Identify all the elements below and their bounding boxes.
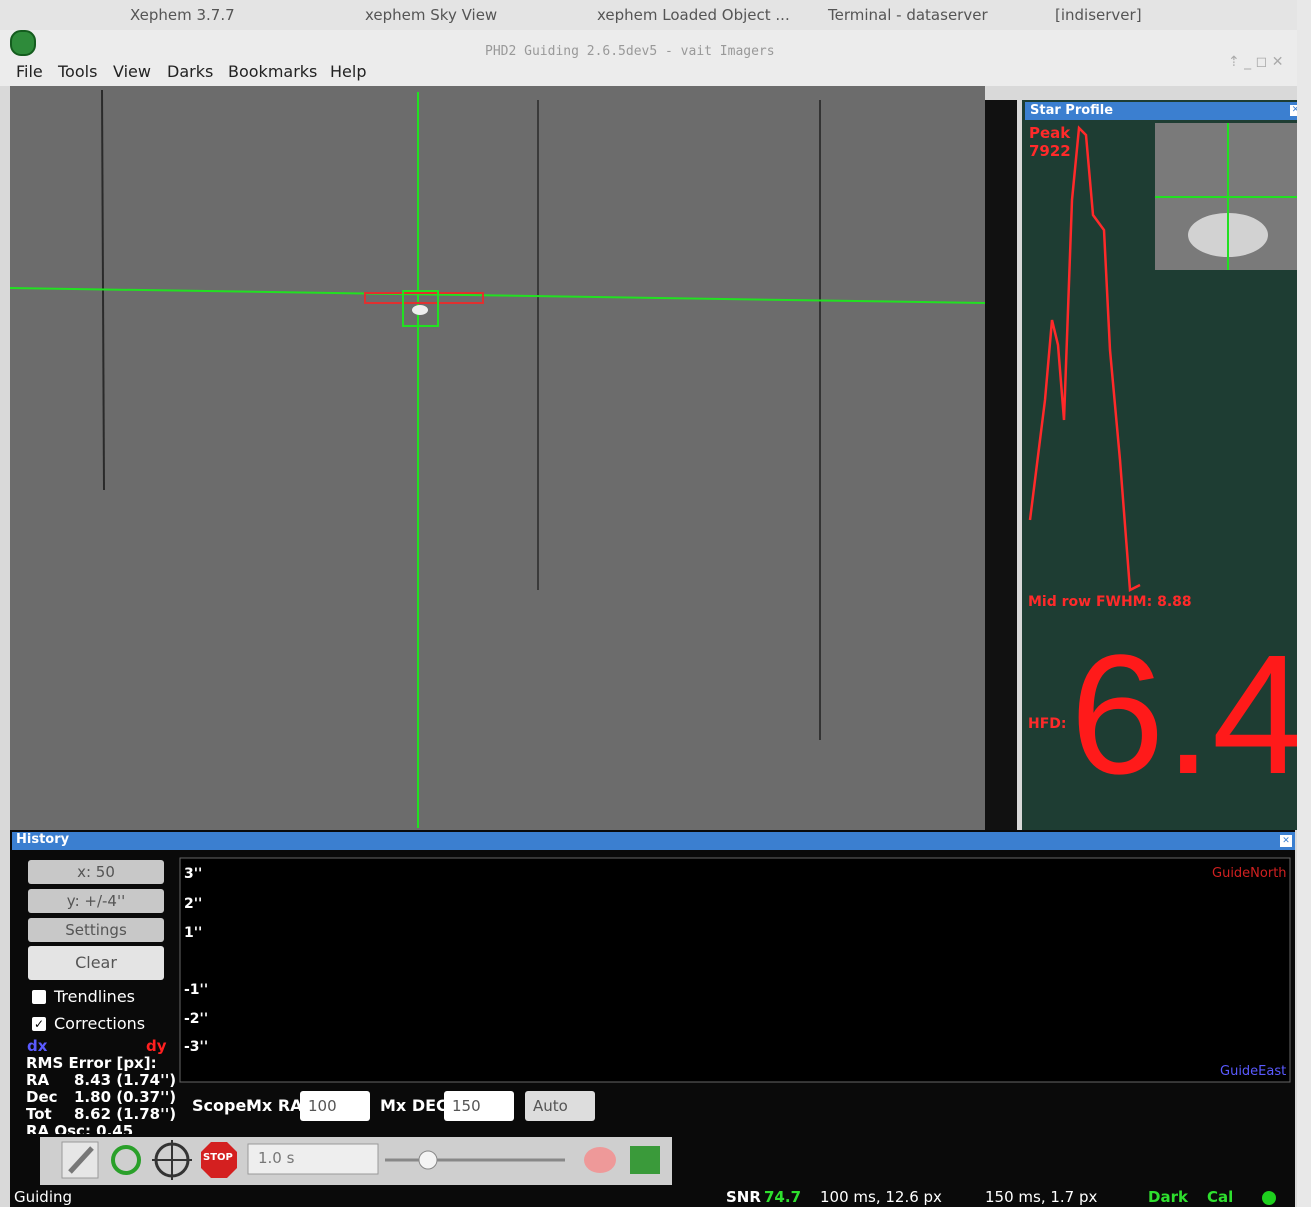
panel-header (12, 832, 1295, 850)
rms-title: RMS Error [px]: (26, 1054, 157, 1072)
corrections-label: Corrections (54, 1014, 145, 1033)
rms-axis: Dec (26, 1088, 58, 1106)
rms-axis: RA (26, 1071, 49, 1089)
ra-osc: RA Osc: 0.45 (26, 1122, 133, 1134)
rms-axis: Tot (26, 1105, 52, 1123)
mx-dec-label: Mx DEC (380, 1096, 448, 1115)
y-scale-select[interactable]: y: +/-4'' (28, 889, 164, 913)
camera-button[interactable] (630, 1146, 660, 1174)
corrections-checkbox[interactable]: ✓ (32, 1017, 46, 1031)
scope-label: Scope: (192, 1096, 253, 1115)
dec-pulse: 150 ms, 1.7 px (985, 1188, 1097, 1206)
rms-value: 8.43 (1.74'') (74, 1071, 176, 1089)
screen: Xephem 3.7.7 xephem Sky View xephem Load… (0, 0, 1311, 1207)
settings-select[interactable]: Settings (28, 918, 164, 942)
trendlines-checkbox[interactable] (32, 990, 46, 1004)
y-label: -2'' (184, 1011, 208, 1027)
brain-button[interactable] (584, 1147, 616, 1173)
camera-image (10, 86, 985, 830)
exposure-value: 1.0 s (258, 1149, 294, 1167)
screen-edge (1297, 0, 1311, 1207)
ra-pulse: 100 ms, 12.6 px (820, 1188, 942, 1206)
panel-title: Star Profile (1030, 103, 1113, 118)
status-bar (10, 1187, 1295, 1207)
fwhm: Mid row FWHM: 8.88 (1028, 594, 1192, 610)
snr-label: SNR (726, 1188, 761, 1206)
peak-value: 7922 (1029, 142, 1071, 160)
y-label: 1'' (184, 925, 202, 941)
dx-legend: dx (27, 1037, 47, 1055)
close-button[interactable]: ✕ (1280, 835, 1292, 847)
hfd-label: HFD: (1028, 716, 1067, 732)
trendlines-label: Trendlines (54, 987, 135, 1006)
hfd-value: 6.4 (1070, 620, 1306, 810)
image-edge (985, 100, 1017, 830)
slider-thumb[interactable] (419, 1151, 437, 1169)
mx-ra-input[interactable]: 100 (300, 1091, 370, 1121)
stop-label: STOP (203, 1152, 233, 1163)
history-graph (180, 858, 1290, 1082)
x-scale-select[interactable]: x: 50 (28, 860, 164, 884)
snr-value: 74.7 (764, 1188, 801, 1206)
guide-star (412, 305, 428, 315)
y-label: -1'' (184, 982, 208, 998)
dy-legend: dy (146, 1037, 167, 1055)
mode-select[interactable]: Auto (525, 1091, 595, 1121)
peak-label: Peak (1029, 124, 1070, 142)
status-state: Guiding (14, 1188, 72, 1206)
y-label: 3'' (184, 866, 202, 882)
east-label: GuideEast (1220, 1064, 1286, 1079)
status-led (1262, 1191, 1276, 1205)
rms-value: 1.80 (0.37'') (74, 1088, 176, 1106)
panel-title: History (16, 832, 69, 847)
y-label: 2'' (184, 896, 202, 912)
y-label: -3'' (184, 1039, 208, 1055)
dark-indicator: Dark (1148, 1188, 1188, 1206)
cal-indicator: Cal (1207, 1188, 1233, 1206)
mx-dec-input[interactable]: 150 (444, 1091, 514, 1121)
mx-ra-label: Mx RA (246, 1096, 303, 1115)
rms-value: 8.62 (1.78'') (74, 1105, 176, 1123)
north-label: GuideNorth (1212, 866, 1287, 881)
clear-button[interactable]: Clear (28, 946, 164, 980)
